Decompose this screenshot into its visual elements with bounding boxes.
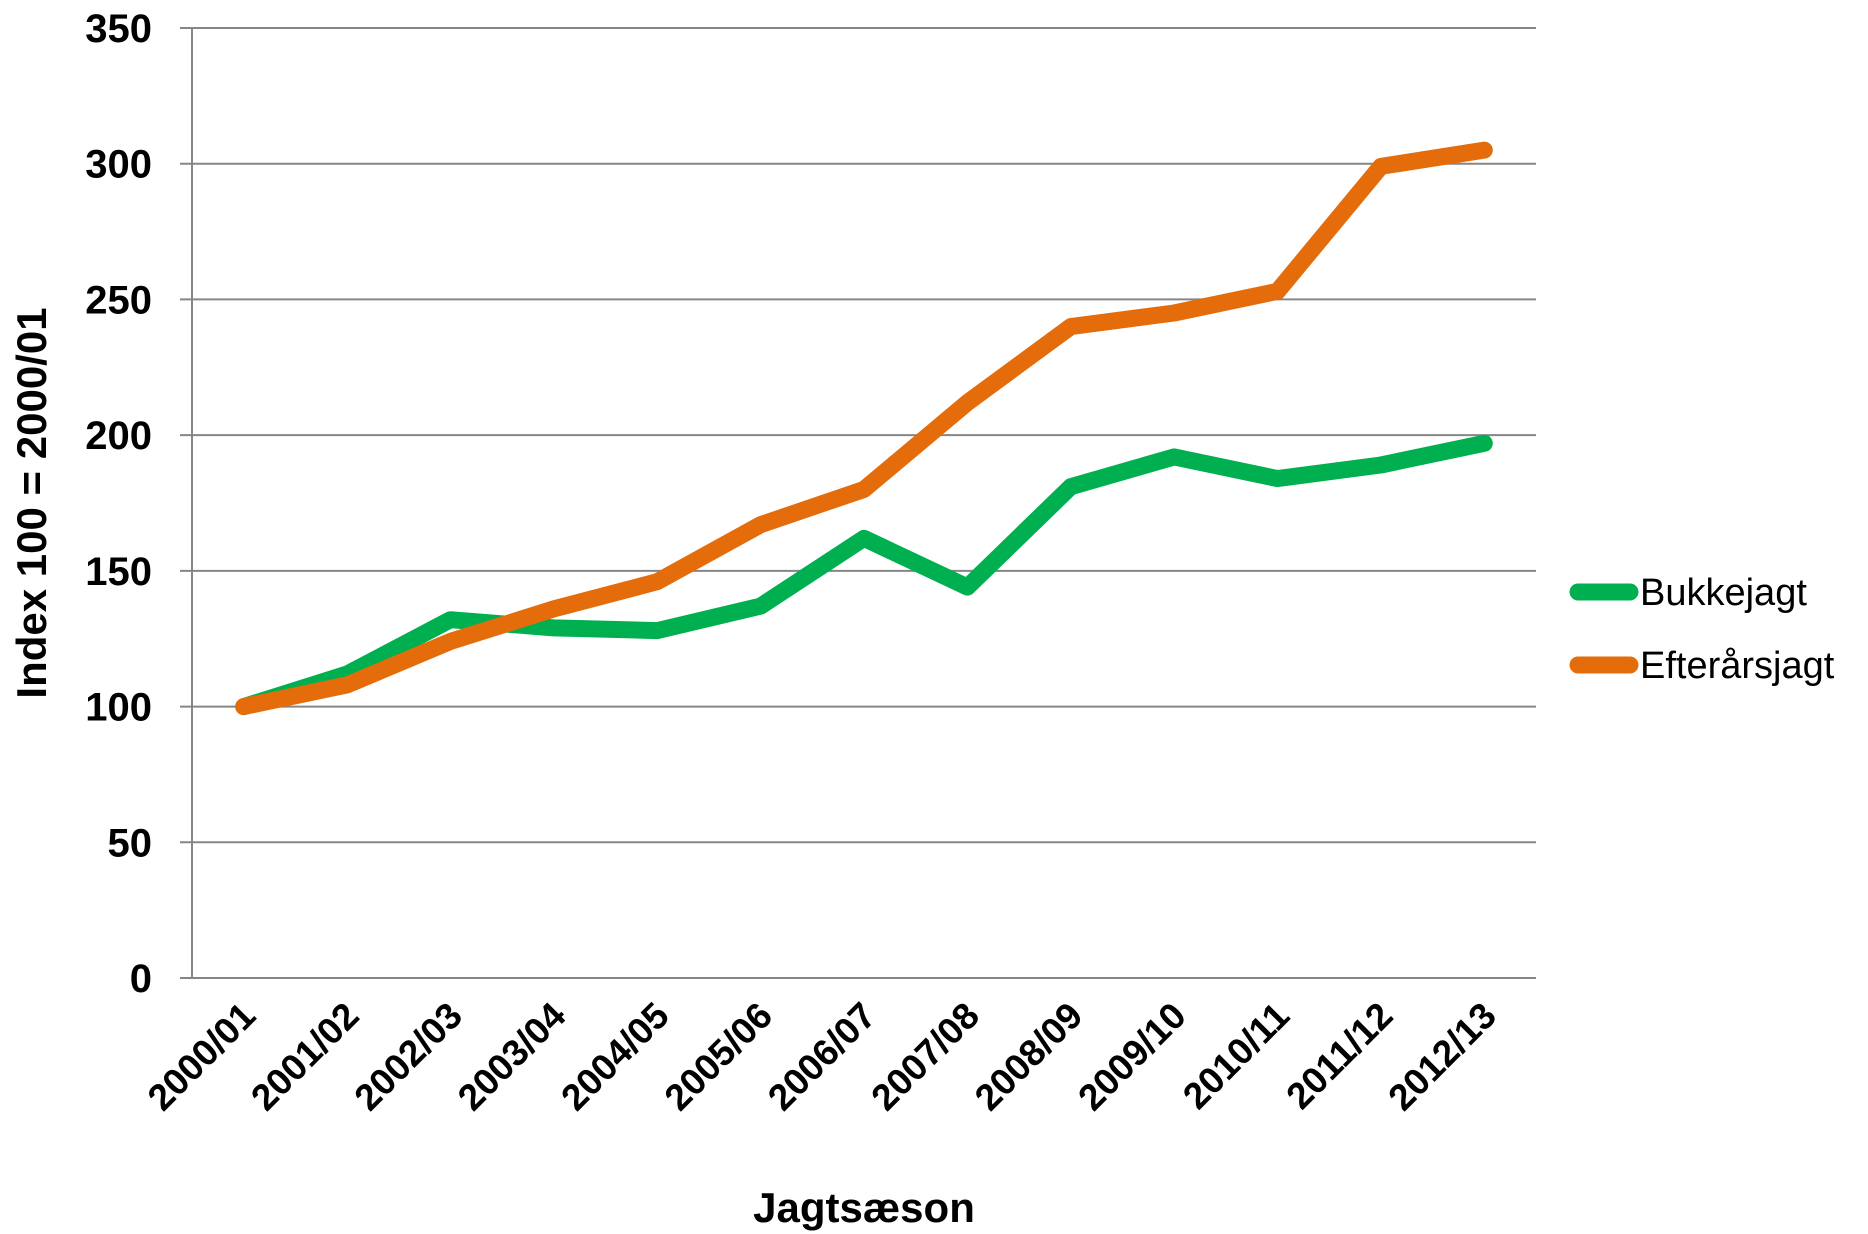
series-line-efter-rsjagt <box>235 141 1493 716</box>
series-lines <box>235 141 1493 716</box>
x-tick-label: 2001/02 <box>243 995 367 1119</box>
x-tick-label: 2010/11 <box>1175 995 1297 1117</box>
y-tick-label: 50 <box>108 821 153 865</box>
x-tick-label: 2000/01 <box>140 995 264 1119</box>
series-line-bukkejagt <box>235 434 1493 716</box>
x-tick-label: 2008/09 <box>967 995 1091 1119</box>
x-tick-label: 2007/08 <box>863 995 987 1119</box>
x-tick-label: 2004/05 <box>553 995 677 1119</box>
x-tick-label: 2002/03 <box>347 995 471 1119</box>
x-axis-ticks: 2000/012001/022002/032003/042004/052005/… <box>140 994 1504 1118</box>
y-tick-label: 150 <box>85 550 152 594</box>
legend: Bukkejagt Efterårsjagt <box>1569 572 1835 687</box>
y-tick-label: 300 <box>85 143 152 187</box>
y-tick-label: 100 <box>85 686 152 730</box>
x-tick-label: 2009/10 <box>1070 995 1194 1119</box>
y-axis-ticks: 0 50 100 150 200 250 300 350 <box>85 7 152 1001</box>
x-axis-title: Jagtsæson <box>753 1184 975 1231</box>
y-axis-title: Index 100 = 2000/01 <box>8 307 55 698</box>
x-tick-label: 2012/13 <box>1380 995 1504 1119</box>
y-tick-label: 250 <box>85 278 152 322</box>
gridlines <box>180 27 1536 979</box>
legend-label: Efterårsjagt <box>1640 645 1835 687</box>
legend-label: Bukkejagt <box>1640 572 1807 614</box>
y-tick-label: 350 <box>85 7 152 51</box>
x-tick-label: 2011/12 <box>1278 995 1400 1117</box>
x-tick-label: 2003/04 <box>450 994 574 1118</box>
x-tick-label: 2005/06 <box>657 995 781 1119</box>
x-tick-label: 2006/07 <box>760 995 884 1119</box>
y-tick-label: 200 <box>85 414 152 458</box>
y-tick-label: 0 <box>130 957 152 1001</box>
